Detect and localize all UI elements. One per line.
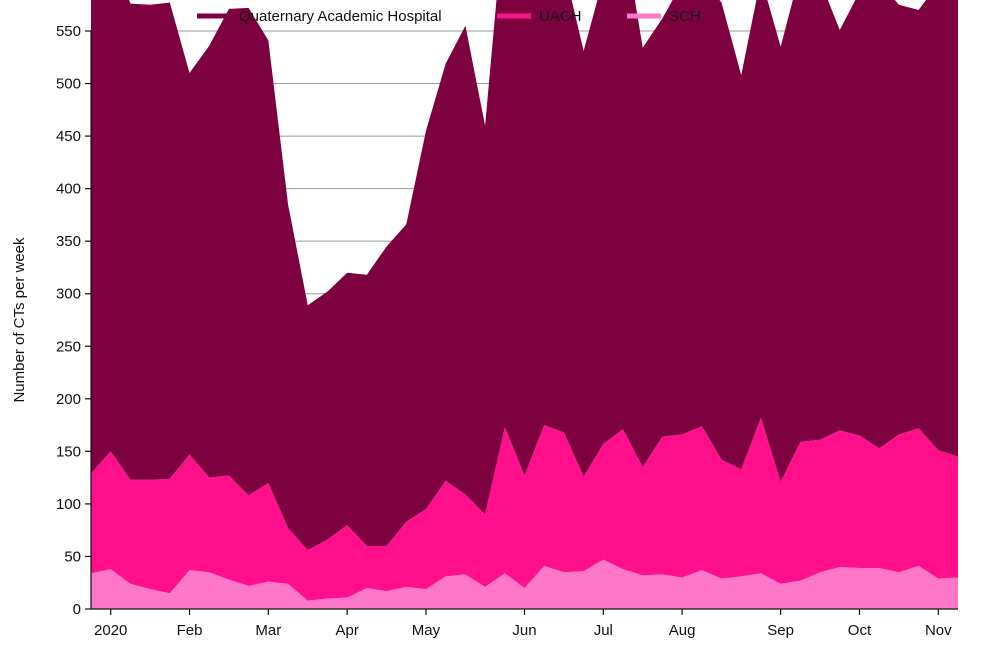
x-tick-label: 2020 [94, 622, 127, 639]
y-tick-label: 400 [56, 181, 81, 198]
area-series-uach [91, 417, 958, 601]
legend-label-sch: SCH [669, 8, 701, 25]
x-tick-label: Mar [255, 622, 281, 639]
axes: 0 50 100 150 200 250 300 350 400 450 500 550 2020 Feb… [11, 23, 958, 639]
y-tick-label: 0 [73, 601, 81, 618]
legend: Quaternary Academic Hospital UACH SCH [197, 8, 701, 25]
y-tick-label: 100 [56, 496, 81, 513]
x-tick-label: Sep [767, 622, 794, 639]
y-tick-label: 450 [56, 128, 81, 145]
y-tick-label: 150 [56, 443, 81, 460]
y-tick-label: 250 [56, 338, 81, 355]
x-tick-label: Feb [177, 622, 203, 639]
y-tick-label: 200 [56, 391, 81, 408]
y-axis-title: Number of CTs per week [11, 237, 28, 403]
legend-label-quaternary-academic-hospital: Quaternary Academic Hospital [239, 8, 442, 25]
area-series-sch [91, 559, 958, 609]
y-tick-label: 350 [56, 233, 81, 250]
x-tick-label: Jul [594, 622, 613, 639]
area-series-quaternary-academic-hospital [91, 0, 958, 551]
x-tick-label: Jun [512, 622, 536, 639]
legend-label-uach: UACH [539, 8, 582, 25]
x-tick-label: Oct [848, 622, 872, 639]
x-tick-label: Aug [669, 622, 696, 639]
y-tick-label: 550 [56, 23, 81, 40]
x-tick-label: Nov [925, 622, 952, 639]
area-series-layer [91, 0, 958, 609]
y-tick-label: 50 [64, 548, 81, 565]
y-tick-label: 300 [56, 286, 81, 303]
x-tick-label: Apr [335, 622, 358, 639]
x-tick-label: May [412, 622, 441, 639]
y-tick-label: 500 [56, 76, 81, 93]
